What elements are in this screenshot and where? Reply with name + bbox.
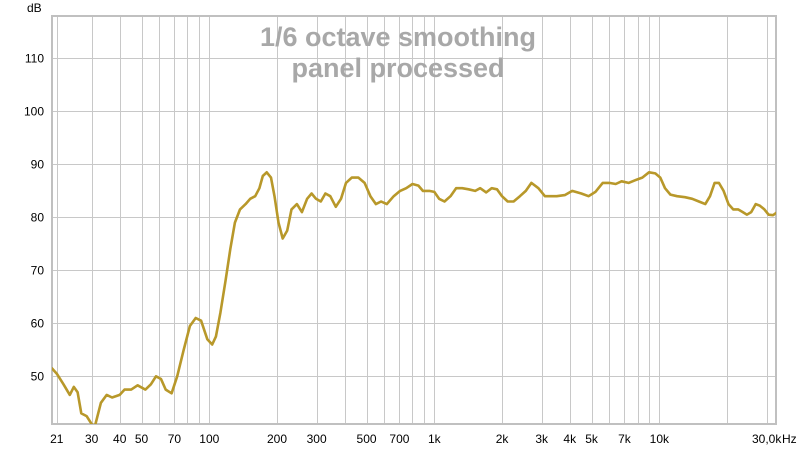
x-tick-label: 100 (199, 432, 219, 446)
x-tick-label: 7k (618, 432, 632, 446)
x-tick-label: 70 (168, 432, 182, 446)
x-tick-label: 40 (113, 432, 127, 446)
grid (52, 16, 776, 424)
plot-frame (51, 15, 777, 425)
x-tick-label: 5k (585, 432, 599, 446)
y-tick-label: 80 (31, 210, 45, 224)
x-axis-label: Hz (782, 432, 797, 446)
series-line-0 (52, 171, 776, 424)
x-tick-label: 21 (50, 432, 64, 446)
x-tick-label: 500 (357, 432, 377, 446)
x-tick-label: 10k (650, 432, 670, 446)
y-tick-label: 100 (24, 104, 44, 118)
x-tick-label: 700 (389, 432, 409, 446)
chart-title-line-1: 1/6 octave smoothing (260, 22, 536, 52)
series-layer (52, 171, 776, 424)
x-tick-label: 200 (267, 432, 287, 446)
x-tick-label: 30 (85, 432, 99, 446)
y-tick-label: 90 (31, 157, 45, 171)
y-tick-label: 110 (25, 51, 44, 65)
x-tick-label: 2k (496, 432, 510, 446)
x-axis-tick-labels: 21 30 40 50 70 100 200 300 500 700 1k 2k 3k 4k 5k 7k 10k… (50, 432, 782, 446)
y-axis-label: dB (27, 1, 42, 15)
y-tick-label: 50 (31, 369, 45, 383)
x-tick-label: 4k (563, 432, 577, 446)
y-tick-label: 60 (31, 316, 45, 330)
chart-title-line-2: panel processed (291, 53, 504, 83)
y-tick-label: 70 (31, 263, 45, 277)
x-tick-label: 1k (428, 432, 442, 446)
x-tick-label: 3k (535, 432, 549, 446)
y-axis-tick-labels: 50 60 70 80 90 100 110 (24, 51, 44, 383)
x-tick-label: 50 (135, 432, 149, 446)
plot-area (52, 16, 776, 424)
x-tick-label: 300 (307, 432, 327, 446)
x-tick-label: 30,0k (752, 432, 782, 446)
